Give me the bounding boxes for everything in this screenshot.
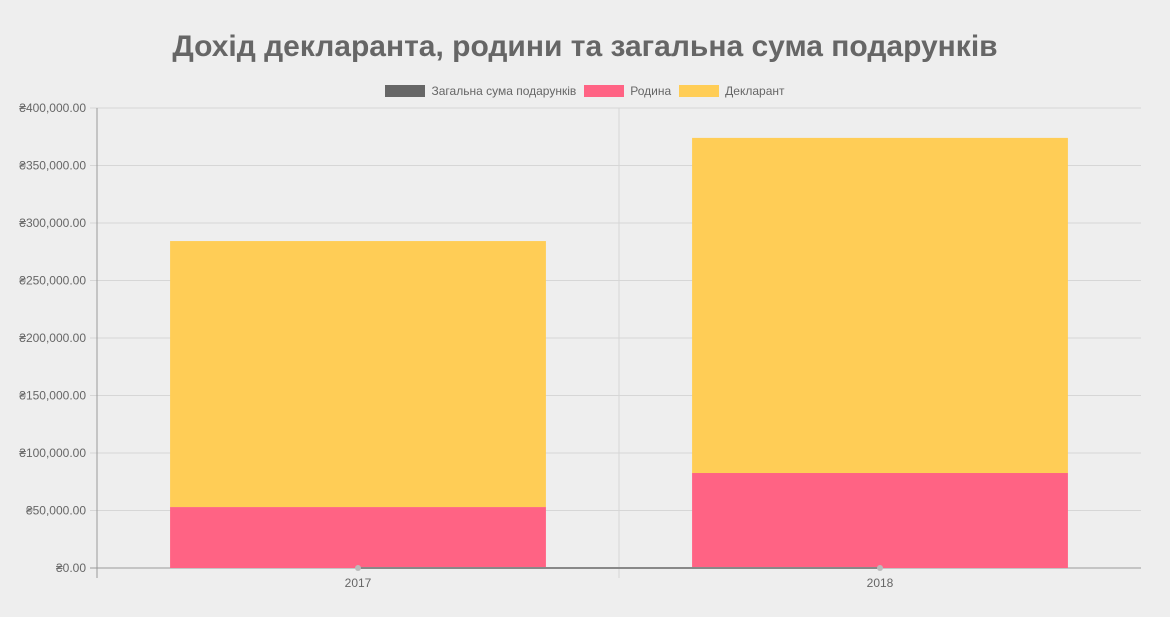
chart-title: Дохід декларанта, родини та загальна сум… [172, 30, 998, 63]
y-tick-label: ₴200,000.00 [19, 331, 86, 345]
legend: Загальна сума подарунків Родина Декларан… [0, 84, 1170, 98]
gifts-point [355, 565, 361, 571]
legend-label: Родина [630, 84, 672, 98]
y-tick-label: ₴350,000.00 [19, 159, 86, 173]
y-tick-label: ₴250,000.00 [19, 274, 86, 288]
legend-item-gifts[interactable]: Загальна сума подарунків [385, 84, 576, 98]
legend-swatch [385, 85, 426, 97]
legend-swatch [679, 85, 720, 97]
bar-Декларант [692, 137, 1068, 474]
gifts-point [877, 565, 883, 571]
bar-Декларант [170, 241, 546, 508]
x-tick-label: 2018 [867, 576, 894, 590]
y-tick-label: ₴300,000.00 [19, 216, 86, 230]
legend-item-declarant[interactable]: Декларант [679, 84, 785, 98]
y-tick-label: ₴50,000.00 [26, 504, 86, 518]
y-tick-label: ₴150,000.00 [19, 389, 86, 403]
y-tick-label: ₴400,000.00 [19, 101, 86, 115]
legend-label: Декларант [725, 84, 785, 98]
bar-Родина [170, 507, 546, 568]
y-tick-label: ₴0.00 [56, 561, 86, 575]
legend-item-family[interactable]: Родина [584, 84, 671, 98]
x-tick-label: 2017 [345, 576, 372, 590]
y-tick-label: ₴100,000.00 [19, 446, 86, 460]
legend-swatch [584, 85, 625, 97]
legend-label: Загальна сума подарунків [431, 84, 577, 98]
bar-Родина [692, 473, 1068, 568]
